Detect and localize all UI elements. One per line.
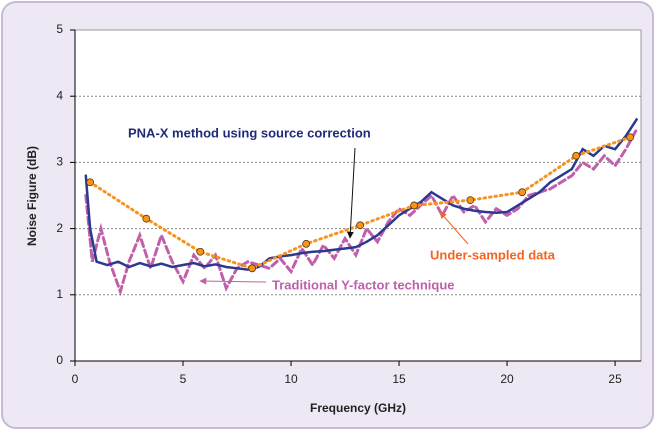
x-tick-label: 10 bbox=[284, 372, 298, 386]
y-tick-label: 1 bbox=[56, 287, 63, 301]
y-tick-label: 0 bbox=[56, 353, 63, 367]
x-tick-label: 20 bbox=[500, 372, 514, 386]
arrow bbox=[199, 277, 267, 285]
x-tick-label: 5 bbox=[180, 372, 187, 386]
data-point bbox=[248, 264, 257, 273]
data-point bbox=[466, 196, 475, 205]
data-point bbox=[196, 247, 205, 256]
annotation: PNA-X method using source correction bbox=[128, 125, 371, 140]
x-tick-label: 0 bbox=[72, 372, 79, 386]
y-tick-label: 2 bbox=[56, 221, 63, 235]
annotation: Under-sampled data bbox=[430, 247, 556, 262]
data-point bbox=[410, 201, 419, 210]
arrow bbox=[346, 147, 356, 239]
x-axis-title: Frequency (GHz) bbox=[310, 401, 406, 415]
data-point bbox=[356, 221, 365, 230]
data-point bbox=[518, 188, 527, 197]
y-tick-label: 4 bbox=[56, 88, 63, 102]
x-tick-label: 25 bbox=[608, 372, 622, 386]
data-point bbox=[572, 151, 581, 160]
y-axis-title: Noise Figure (dB) bbox=[25, 146, 39, 246]
x-tick-label: 15 bbox=[392, 372, 406, 386]
plot-area bbox=[74, 29, 642, 362]
y-tick-label: 3 bbox=[56, 155, 63, 169]
series-line bbox=[84, 118, 638, 271]
arrow bbox=[439, 211, 469, 245]
data-point bbox=[626, 133, 635, 142]
y-tick-label: 5 bbox=[56, 22, 63, 36]
annotation: Traditional Y-factor technique bbox=[272, 277, 455, 292]
plot: 0 1 2 3 4 5 0 5 10 15 20 25 bbox=[56, 22, 641, 386]
data-point bbox=[142, 214, 151, 223]
data-point bbox=[86, 178, 95, 187]
data-point bbox=[302, 239, 311, 248]
